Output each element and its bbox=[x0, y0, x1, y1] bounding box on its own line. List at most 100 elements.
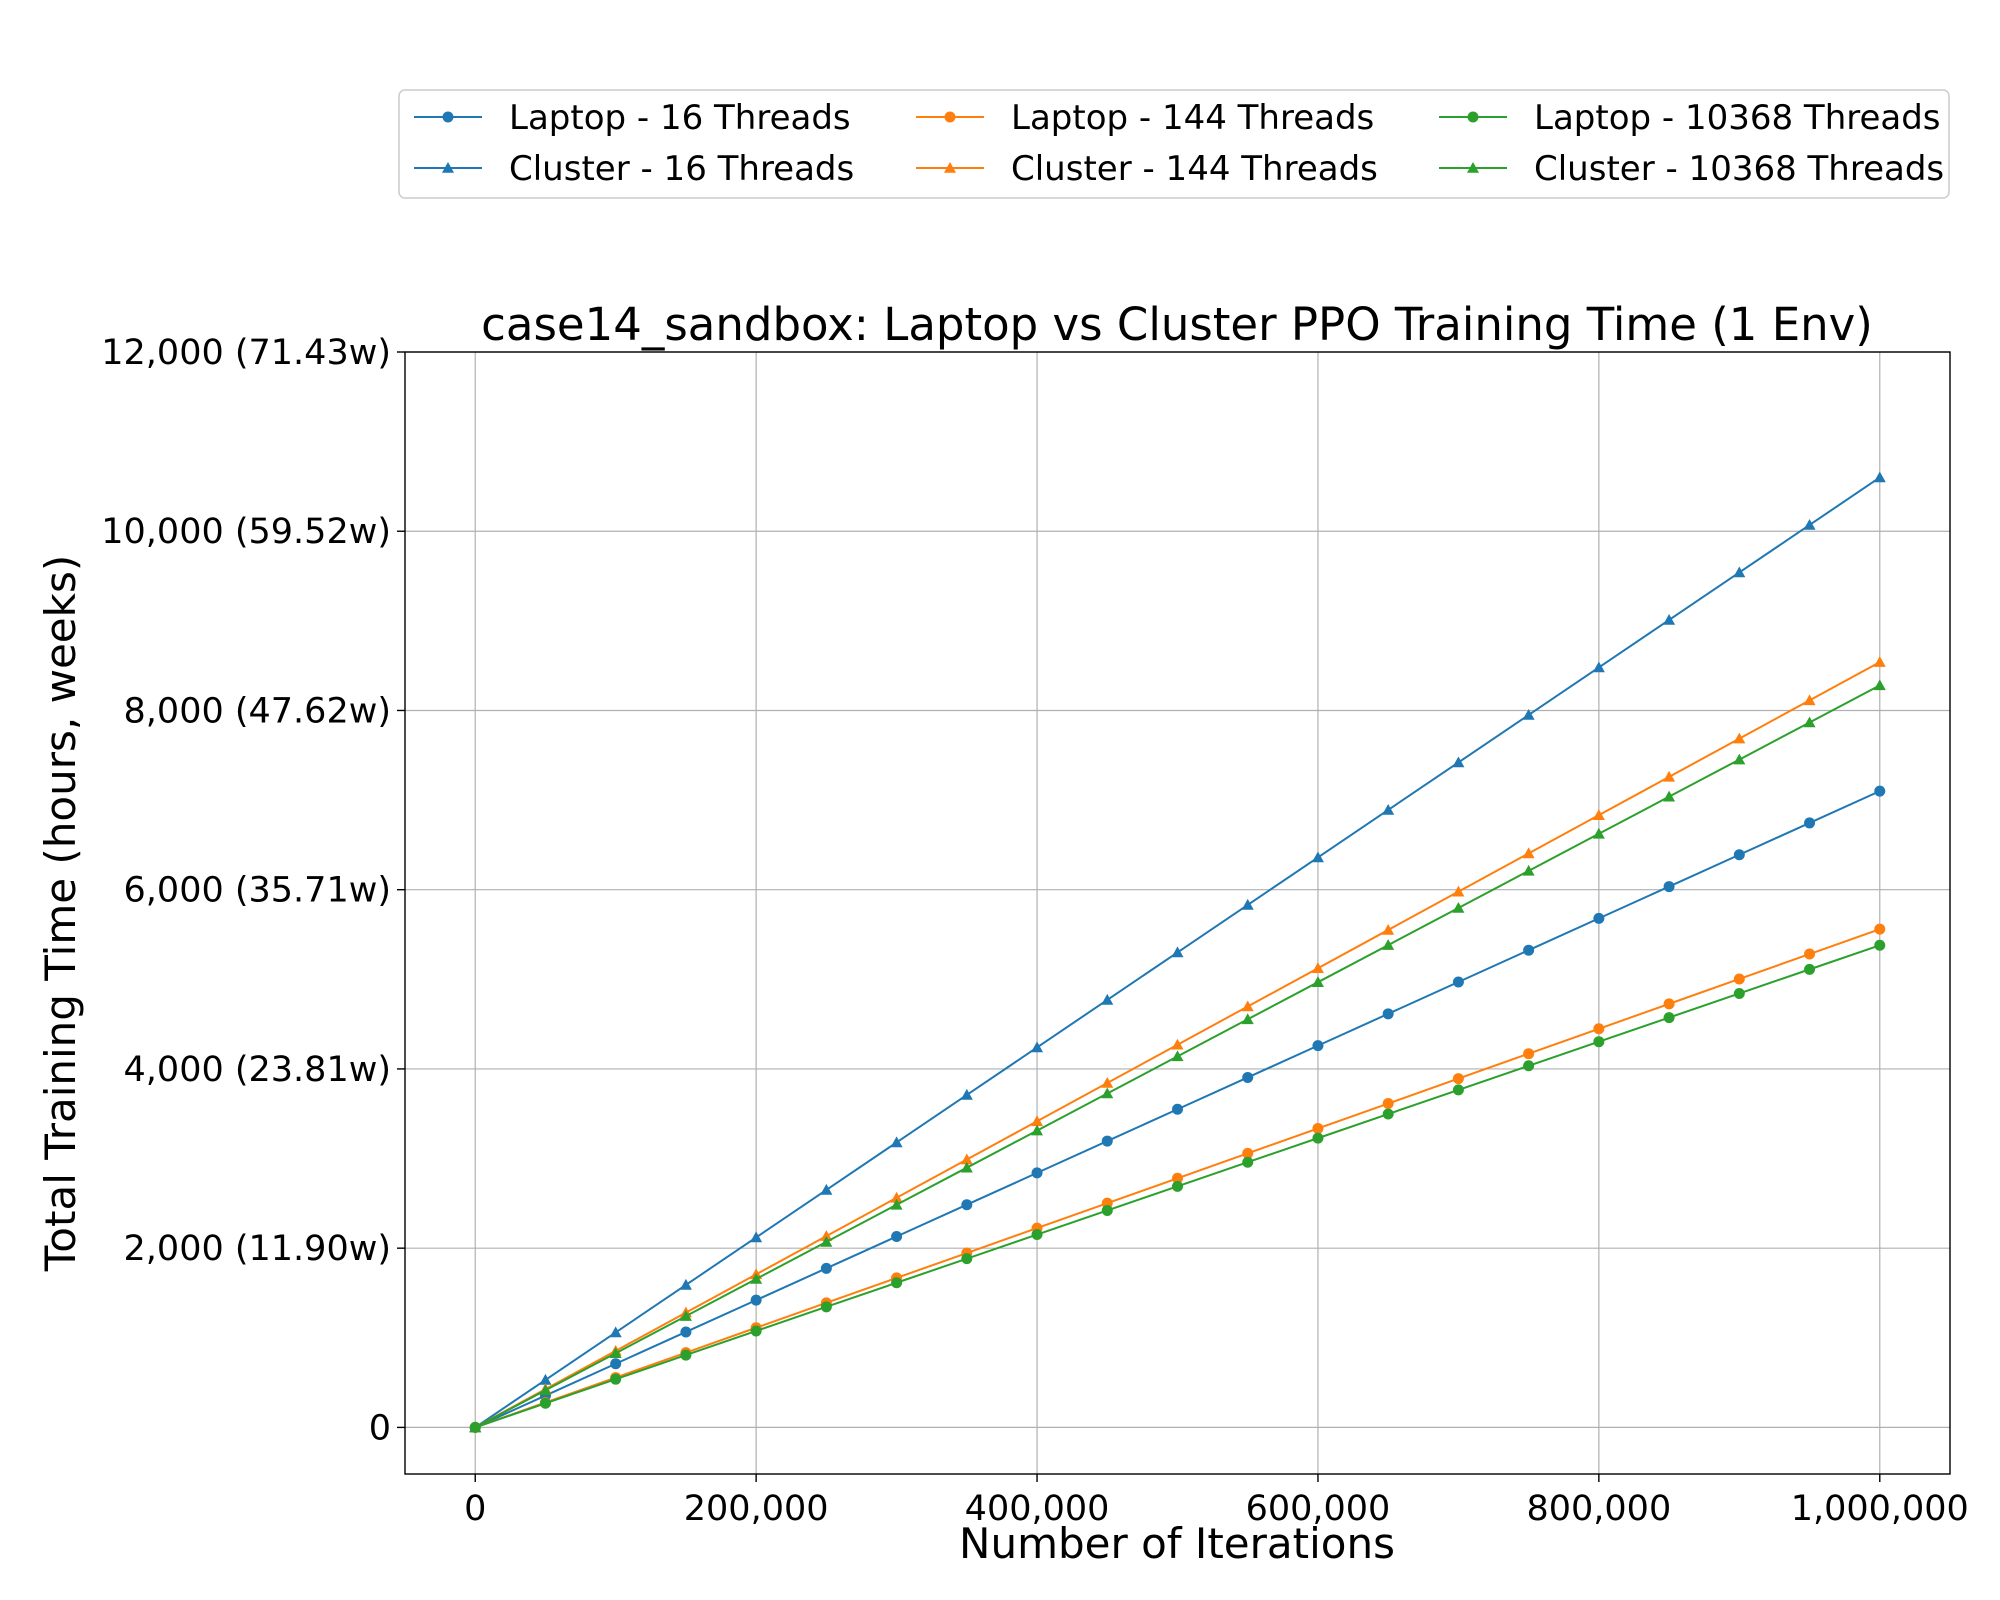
data-point bbox=[891, 1277, 903, 1289]
legend-entry: Cluster - 16 Threads bbox=[414, 149, 854, 189]
legend-label: Cluster - 16 Threads bbox=[509, 149, 854, 189]
legend-label: Laptop - 16 Threads bbox=[509, 98, 851, 138]
data-point bbox=[1311, 851, 1324, 863]
legend-box bbox=[398, 89, 1950, 199]
data-point bbox=[539, 1373, 552, 1385]
data-point bbox=[1241, 898, 1254, 910]
data-point bbox=[1593, 1023, 1605, 1035]
data-point bbox=[1312, 1122, 1324, 1134]
data-point bbox=[1452, 756, 1465, 768]
data-point bbox=[1101, 1204, 1113, 1216]
data-point bbox=[679, 1278, 692, 1290]
data-point bbox=[820, 1235, 833, 1247]
data-point bbox=[539, 1397, 551, 1409]
grid-lines bbox=[405, 351, 1950, 1474]
data-point bbox=[1382, 1098, 1394, 1110]
data-point bbox=[890, 1136, 903, 1148]
series-cluster-16-threads bbox=[469, 471, 1886, 1433]
data-point bbox=[960, 1161, 973, 1173]
data-point bbox=[820, 1183, 833, 1195]
data-point bbox=[1522, 847, 1535, 859]
y-tick-label: 2,000 (11.90w) bbox=[124, 1229, 391, 1269]
legend-label: Laptop - 10368 Threads bbox=[1534, 98, 1941, 138]
data-point bbox=[1031, 1115, 1044, 1127]
legend-marker bbox=[944, 111, 956, 123]
data-point bbox=[469, 1421, 482, 1433]
data-point bbox=[1733, 566, 1746, 578]
data-point bbox=[610, 1373, 622, 1385]
data-point bbox=[890, 1198, 903, 1210]
data-point bbox=[961, 1253, 973, 1265]
legend-entry: Laptop - 16 Threads bbox=[414, 98, 851, 138]
data-point bbox=[1733, 753, 1746, 765]
data-point bbox=[750, 1231, 763, 1243]
data-point bbox=[820, 1230, 833, 1241]
legend-marker bbox=[1467, 162, 1479, 173]
data-point bbox=[1311, 976, 1324, 987]
data-point bbox=[1733, 849, 1745, 861]
data-point bbox=[750, 1294, 762, 1306]
data-point bbox=[1242, 1147, 1254, 1159]
data-point bbox=[1242, 1071, 1254, 1083]
data-point bbox=[1101, 1135, 1113, 1147]
y-tick-label: 12,000 (71.43w) bbox=[101, 333, 391, 373]
y-tick-label: 6,000 (35.71w) bbox=[124, 871, 391, 911]
y-tick-label: 0 bbox=[369, 1408, 391, 1448]
legend-entry: Laptop - 10368 Threads bbox=[1439, 98, 1941, 138]
x-tick-label: 800,000 bbox=[1526, 1489, 1671, 1529]
data-point bbox=[820, 1301, 832, 1313]
data-point bbox=[960, 1153, 973, 1165]
x-tick-label: 600,000 bbox=[1246, 1489, 1391, 1529]
data-point bbox=[1592, 809, 1605, 820]
data-point bbox=[1452, 885, 1465, 897]
data-point bbox=[1522, 864, 1535, 876]
data-point bbox=[1171, 1038, 1184, 1050]
legend-label: Laptop - 144 Threads bbox=[1011, 98, 1374, 138]
x-tick-label: 200,000 bbox=[684, 1489, 829, 1529]
data-point bbox=[1804, 817, 1816, 829]
data-point bbox=[960, 1088, 973, 1100]
data-point bbox=[820, 1262, 832, 1274]
data-point bbox=[890, 1191, 903, 1203]
data-point bbox=[1382, 803, 1395, 815]
data-point bbox=[1101, 1087, 1114, 1099]
data-point bbox=[1171, 946, 1184, 958]
legend-marker bbox=[1467, 111, 1479, 123]
data-point bbox=[1663, 881, 1675, 893]
data-point bbox=[609, 1347, 622, 1358]
data-point bbox=[1733, 973, 1745, 985]
data-point bbox=[1663, 770, 1676, 782]
series-laptop-10368-threads bbox=[469, 939, 1886, 1433]
data-point bbox=[750, 1272, 763, 1284]
data-point bbox=[1311, 962, 1324, 974]
series-lines bbox=[469, 471, 1886, 1433]
data-point bbox=[1663, 1012, 1675, 1024]
data-point bbox=[1874, 939, 1886, 951]
data-point bbox=[961, 1199, 973, 1211]
data-point bbox=[1382, 923, 1395, 935]
legend-marker bbox=[442, 111, 454, 123]
series-cluster-144-threads bbox=[469, 656, 1886, 1433]
data-point bbox=[1803, 694, 1816, 706]
data-point bbox=[1874, 923, 1886, 935]
x-tick-label: 1,000,000 bbox=[1791, 1489, 1969, 1529]
legend-label: Cluster - 10368 Threads bbox=[1534, 149, 1944, 189]
data-point bbox=[1172, 1180, 1183, 1192]
data-point bbox=[1592, 661, 1605, 673]
data-point bbox=[1172, 1172, 1183, 1184]
data-point bbox=[1803, 518, 1816, 530]
data-point bbox=[1382, 939, 1395, 950]
data-point bbox=[1592, 827, 1605, 839]
plot-frame bbox=[404, 351, 1951, 1475]
data-point bbox=[1663, 613, 1676, 625]
data-point bbox=[1804, 963, 1816, 975]
x-axis-label: Number of Iterations bbox=[959, 1519, 1395, 1568]
chart-title: case14_sandbox: Laptop vs Cluster PPO Tr… bbox=[481, 298, 1873, 351]
y-tick-label: 4,000 (23.81w) bbox=[124, 1050, 391, 1090]
legend-entry: Cluster - 144 Threads bbox=[916, 149, 1378, 189]
data-point bbox=[750, 1325, 762, 1337]
x-tick-label: 400,000 bbox=[965, 1489, 1110, 1529]
data-point bbox=[1382, 1108, 1394, 1120]
data-point bbox=[1804, 948, 1816, 960]
